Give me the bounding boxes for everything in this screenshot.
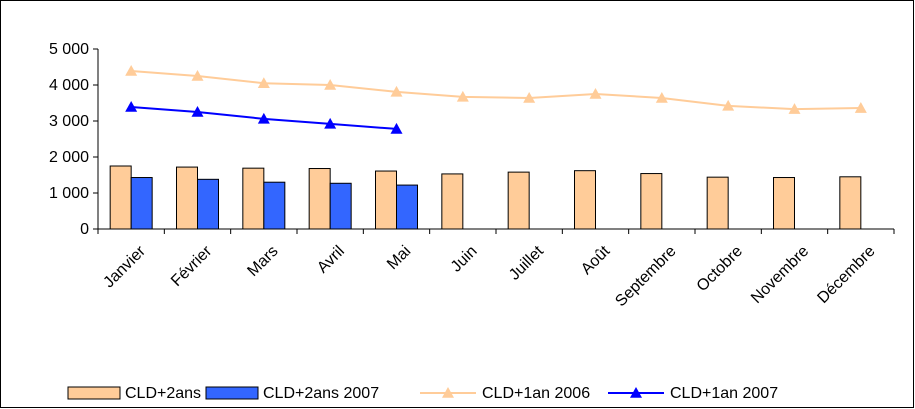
y-tick-label: 4 000: [49, 77, 89, 94]
marker: [523, 91, 536, 103]
marker: [589, 88, 602, 99]
bar: [242, 167, 265, 230]
legend-marker: [442, 387, 454, 398]
bar: [396, 184, 418, 230]
marker: [257, 112, 270, 124]
marker: [456, 90, 469, 102]
bar: [375, 170, 397, 230]
marker: [324, 79, 337, 90]
bar: [773, 177, 795, 230]
marker: [257, 77, 270, 88]
bar: [574, 170, 596, 230]
legend-swatch: [205, 386, 259, 400]
bar: [329, 182, 352, 230]
bar: [441, 173, 464, 230]
marker: [722, 99, 735, 111]
marker: [191, 70, 204, 81]
y-tick-label: 2 000: [49, 149, 89, 166]
marker: [655, 91, 668, 103]
marker: [191, 106, 204, 117]
bar: [176, 166, 198, 230]
y-tick-label: 1 000: [49, 185, 89, 202]
marker: [125, 64, 138, 76]
bar: [109, 165, 132, 230]
marker: [390, 85, 403, 97]
marker: [125, 100, 138, 112]
marker: [788, 103, 801, 114]
y-tick-label: 5 000: [49, 41, 89, 58]
legend-label: CLD+1an 2007: [670, 385, 778, 402]
marker: [854, 102, 867, 113]
legend-swatch: [67, 386, 121, 400]
bar: [640, 173, 663, 230]
bar: [507, 171, 530, 230]
bar: [197, 178, 219, 230]
bar: [308, 168, 331, 230]
bar: [130, 177, 153, 230]
y-tick-label: 3 000: [49, 113, 89, 130]
bar: [706, 176, 729, 230]
legend-label: CLD+1an 2006: [482, 385, 590, 402]
legend-label: CLD+2ans 2007: [263, 385, 379, 402]
marker: [390, 122, 403, 134]
line: [131, 69, 861, 111]
bar: [263, 181, 286, 230]
bar: [839, 176, 862, 230]
legend-marker: [630, 387, 642, 398]
marker: [324, 117, 337, 129]
y-tick-label: 0: [80, 221, 89, 238]
